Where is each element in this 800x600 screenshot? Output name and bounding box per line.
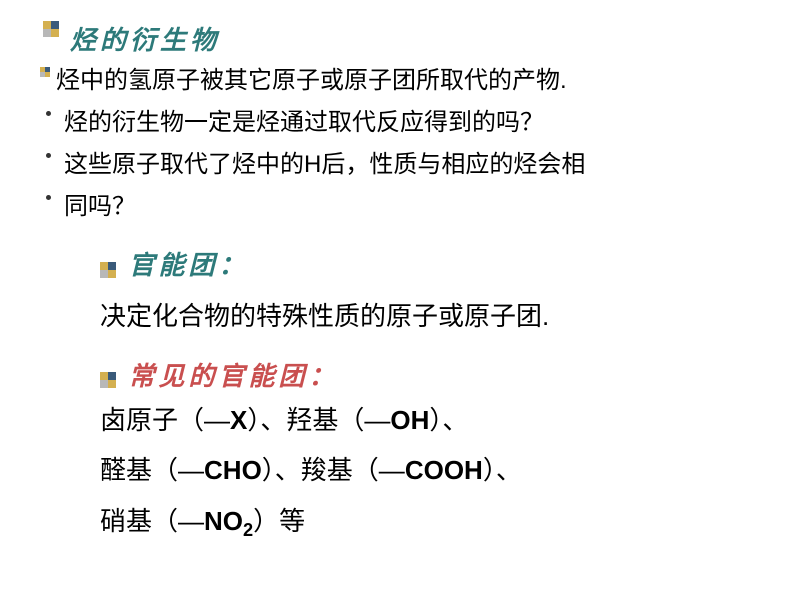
quad-q1 xyxy=(43,21,51,29)
g3-NO: NO xyxy=(204,506,243,536)
section-derivatives: 烃的衍生物 烃中的氢原子被其它原子或原子团所取代的产物. 烃的衍生物一定是烃通过… xyxy=(40,20,760,225)
heading-line-2: 官能团： xyxy=(100,245,760,282)
g3-end: ）等 xyxy=(253,506,305,536)
g2-mid: ）、羧基（— xyxy=(262,455,405,485)
group-line-2: 醛基（—CHO）、羧基（—COOH）、 xyxy=(40,447,760,494)
g1-mid: ）、羟基（— xyxy=(247,405,390,435)
section-common-groups: 常见的官能团： xyxy=(40,356,760,393)
g1-end: ）、 xyxy=(429,405,468,435)
group-line-1: 卤原子（—X）、羟基（—OH）、 xyxy=(40,397,760,444)
g2-pre: 醛基（— xyxy=(100,455,204,485)
heading-2: 官能团： xyxy=(128,251,248,280)
g1-X: X xyxy=(230,405,247,435)
group-line-3: 硝基（—NO2）等 xyxy=(40,498,760,547)
quad-bullet-icon xyxy=(43,21,59,37)
dot-bullet-icon xyxy=(46,195,51,200)
g3-sub: 2 xyxy=(243,520,253,540)
dot-bullet-icon xyxy=(46,111,51,116)
quad-q4 xyxy=(51,29,59,37)
g2-COOH: COOH xyxy=(405,455,483,485)
section-functional-group: 官能团： 决定化合物的特殊性质的原子或原子团. xyxy=(40,245,760,338)
body-line-1: 烃中的氢原子被其它原子或原子团所取代的产物. xyxy=(40,63,760,99)
quad-bullet-small-icon xyxy=(40,67,50,77)
g2-end: ）、 xyxy=(483,455,522,485)
body-text-4: 同吗？ xyxy=(56,189,760,225)
quad-q2 xyxy=(51,21,59,29)
quad-q3 xyxy=(43,29,51,37)
body-line-3: 这些原子取代了烃中的H后，性质与相应的烃会相 xyxy=(40,147,760,183)
g3-pre: 硝基（— xyxy=(100,506,204,536)
heading-1: 烃的衍生物 xyxy=(70,26,220,55)
body-2: 决定化合物的特殊性质的原子或原子团. xyxy=(100,296,760,338)
g1-pre: 卤原子（— xyxy=(100,405,230,435)
heading-line-1: 烃的衍生物 xyxy=(40,20,760,57)
g1-OH: OH xyxy=(390,405,429,435)
body-line-2: 烃的衍生物一定是烃通过取代反应得到的吗？ xyxy=(40,105,760,141)
body-text-2: 烃的衍生物一定是烃通过取代反应得到的吗？ xyxy=(56,105,760,141)
body-text-3: 这些原子取代了烃中的H后，性质与相应的烃会相 xyxy=(56,147,760,183)
body-text-1: 烃中的氢原子被其它原子或原子团所取代的产物. xyxy=(56,63,760,99)
dot-bullet-icon xyxy=(46,153,51,158)
heading-3: 常见的官能团： xyxy=(128,362,338,391)
g2-CHO: CHO xyxy=(204,455,262,485)
body-line-4: 同吗？ xyxy=(40,189,760,225)
quad-bullet-icon xyxy=(100,262,116,278)
heading-line-3: 常见的官能团： xyxy=(100,356,760,393)
quad-bullet-icon xyxy=(100,372,116,388)
